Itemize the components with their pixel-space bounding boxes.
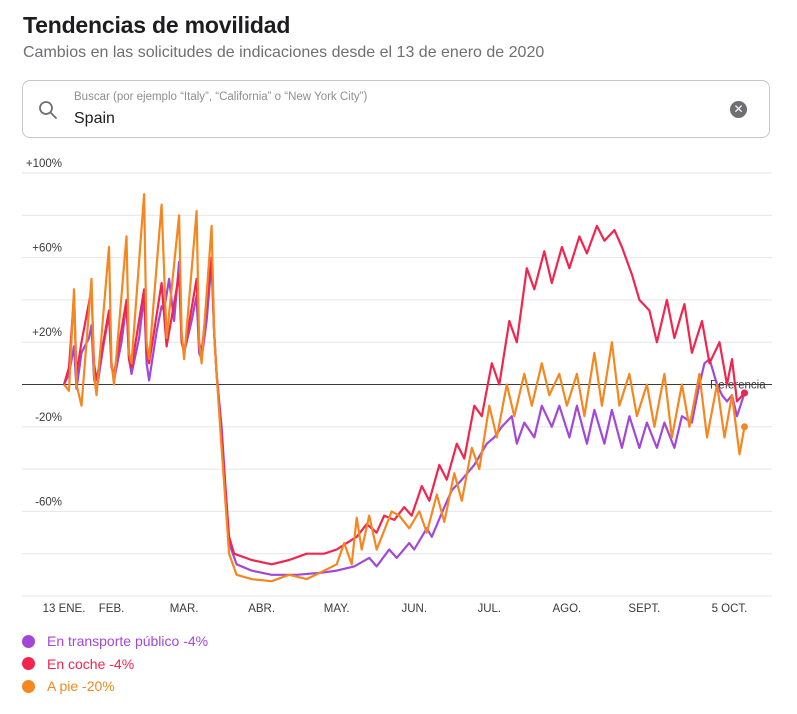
legend-item-transit[interactable]: En transporte público -4% [22, 630, 208, 653]
x-tick-label-3: ABR. [248, 603, 275, 615]
y-tick-label-2: +20% [32, 327, 62, 339]
y-tick-label-1: +60% [32, 243, 62, 255]
x-axis-labels: 13 ENE. FEB. MAR. ABR. MAY. JUN. JUL. AGO. SEPT.… [43, 603, 748, 615]
series-line-2 [63, 193, 746, 583]
x-tick-label-2: MAR. [170, 603, 199, 615]
series-endpoint-1 [740, 389, 748, 397]
mobility-chart: +100% +60% +20% -20% -60% 13 ENE. FEB. MAR. ABR… [22, 158, 772, 615]
legend-dot-transit [22, 634, 35, 648]
search-box[interactable]: Buscar (por ejemplo “Italy”, “California… [22, 80, 770, 138]
x-tick-label-4: MAY. [324, 603, 350, 615]
x-tick-label-0: 13 ENE. [43, 603, 86, 615]
legend-dot-walking [22, 679, 35, 693]
y-axis-labels: +100% +60% +20% -20% -60% [26, 158, 62, 508]
page-title: Tendencias de movilidad [23, 12, 291, 38]
clear-icon[interactable]: ✕ [730, 101, 747, 118]
x-tick-label-8: SEPT. [628, 603, 660, 615]
baseline: Referencia [22, 380, 772, 392]
x-tick-label-6: JUL. [477, 603, 501, 615]
magnifying-glass-icon [39, 101, 57, 119]
legend-label-walking: A pie -20% [47, 678, 115, 695]
y-tick-label-4: -60% [35, 496, 62, 508]
x-tick-label-1: FEB. [99, 603, 125, 615]
series-lines [62, 193, 748, 583]
search-input[interactable] [74, 110, 694, 128]
x-tick-label-9: 5 OCT. [712, 603, 748, 615]
search-placeholder: Buscar (por ejemplo “Italy”, “California… [74, 91, 368, 103]
legend: En transporte público -4% En coche -4% A… [22, 630, 208, 698]
legend-dot-driving [22, 657, 35, 671]
legend-label-driving: En coche -4% [47, 655, 135, 672]
legend-item-walking[interactable]: A pie -20% [22, 675, 208, 698]
legend-label-transit: En transporte público -4% [47, 633, 209, 650]
series-endpoint-2 [740, 423, 748, 431]
y-tick-label-3: -20% [35, 412, 62, 424]
legend-item-driving[interactable]: En coche -4% [22, 653, 208, 676]
baseline-label: Referencia [710, 380, 766, 392]
x-tick-label-5: JUN. [401, 603, 427, 615]
y-tick-label-0: +100% [26, 158, 62, 170]
page-subtitle: Cambios en las solicitudes de indicacion… [23, 44, 545, 61]
x-tick-label-7: AGO. [552, 603, 581, 615]
